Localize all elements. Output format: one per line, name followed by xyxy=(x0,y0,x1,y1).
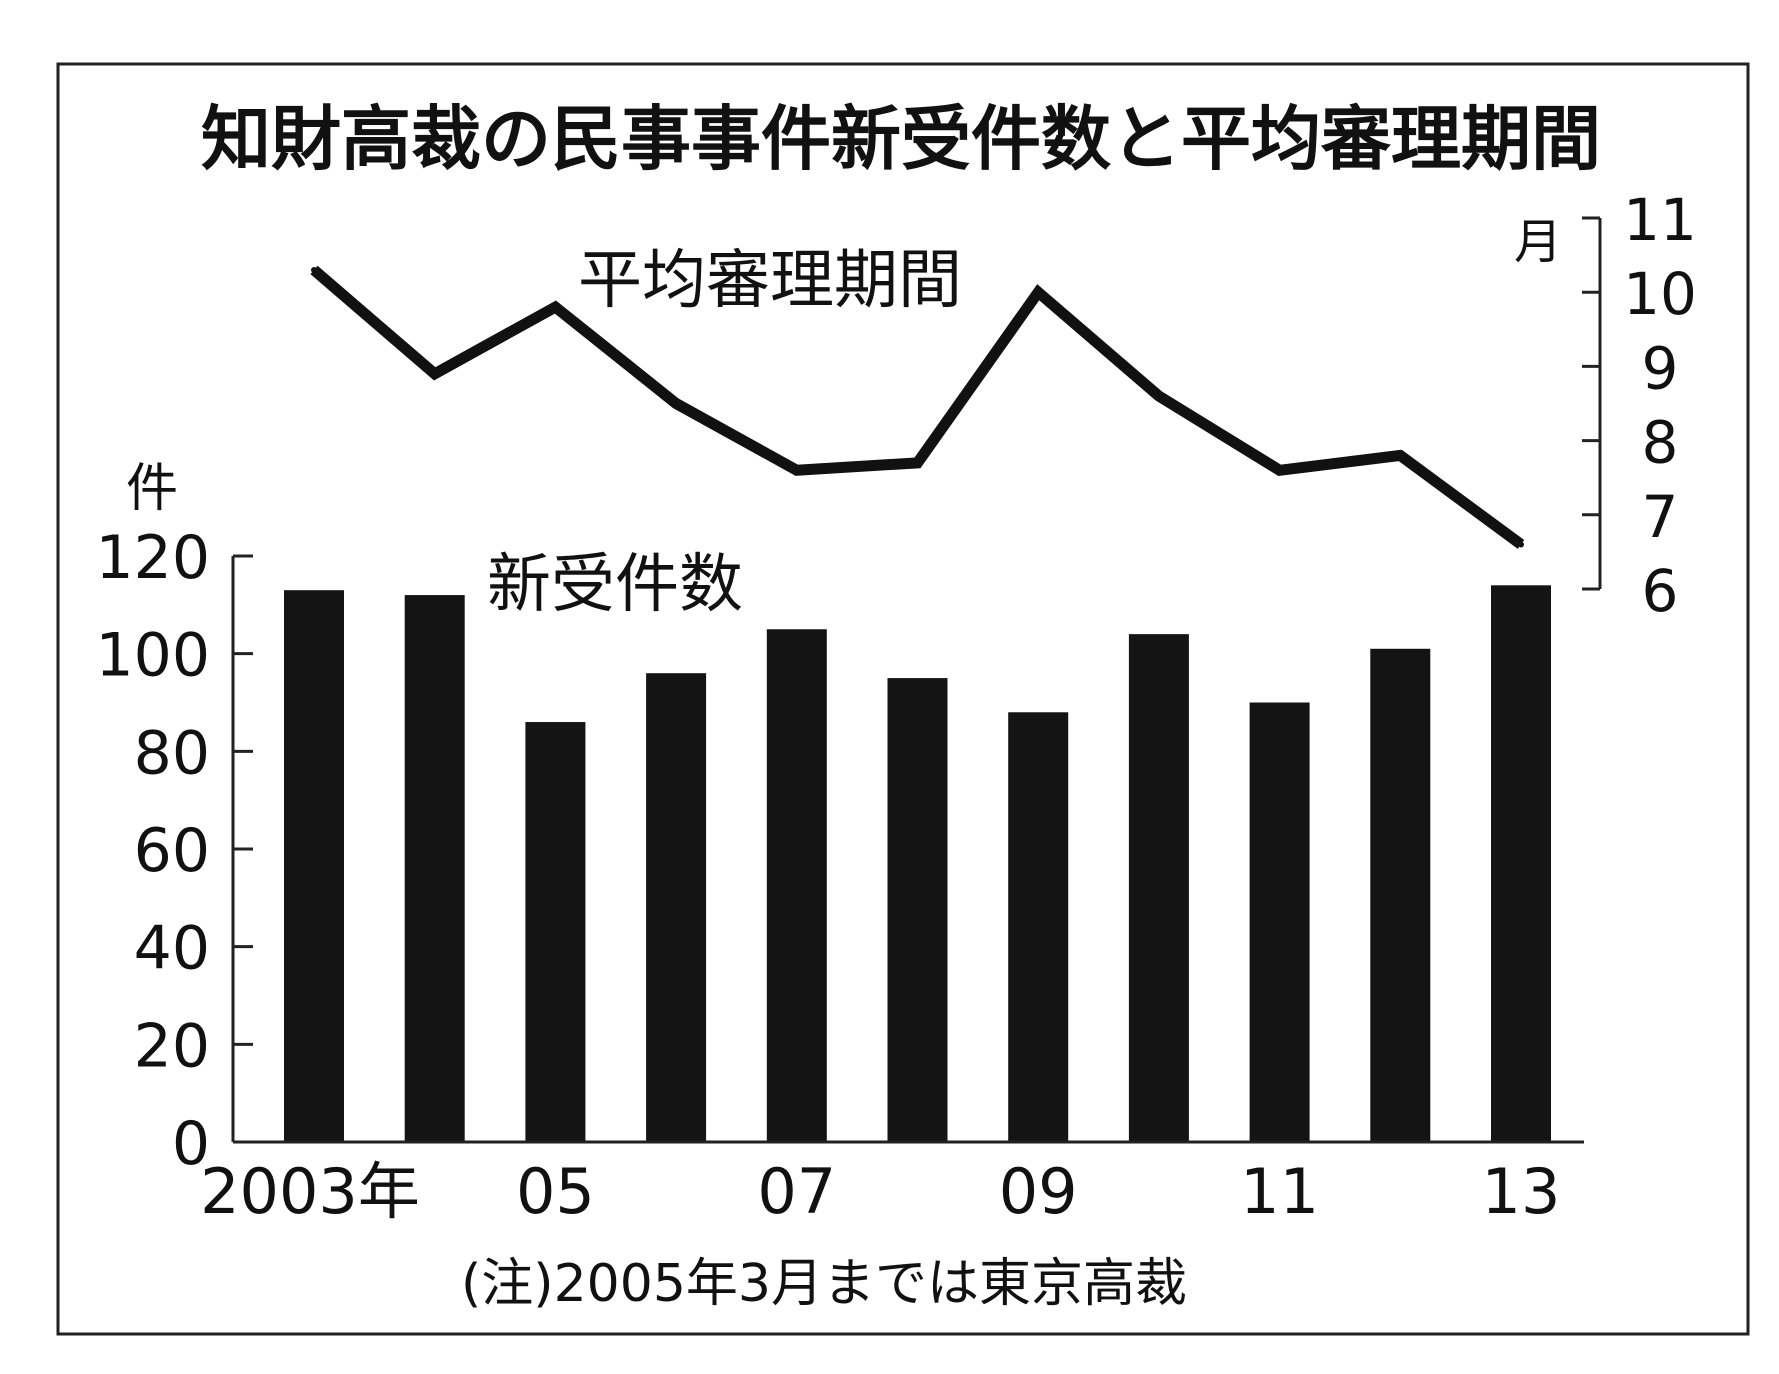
right-axis-tick-label: 7 xyxy=(1642,483,1679,551)
bar-series-label: 新受件数 xyxy=(487,548,743,622)
line-point xyxy=(431,370,438,377)
line-point xyxy=(552,304,559,311)
chart-title: 知財高裁の民事事件新受件数と平均審理期間 xyxy=(201,98,1601,180)
bar xyxy=(1370,648,1431,1142)
x-axis-tick-label: 13 xyxy=(1482,1155,1561,1228)
line-point xyxy=(1518,541,1524,548)
right-axis-tick-label: 6 xyxy=(1642,557,1679,625)
line-series-group xyxy=(310,265,1525,549)
left-axis: 0 20 40 60 80 100 120 xyxy=(95,523,253,1179)
left-axis-unit-label: 件 xyxy=(126,459,178,519)
x-axis-tick-label: 2003年 xyxy=(200,1155,420,1228)
chart-frame xyxy=(56,62,1750,1336)
x-axis-tick-label: 11 xyxy=(1240,1155,1319,1228)
left-axis-tick-label: 40 xyxy=(134,914,210,984)
bar xyxy=(1008,712,1069,1142)
left-axis-tick-label: 100 xyxy=(95,621,210,691)
right-axis-tick-label: 10 xyxy=(1623,260,1697,328)
bar xyxy=(887,678,948,1142)
left-axis-tick-label: 20 xyxy=(134,1011,210,1081)
line-point xyxy=(311,266,317,273)
line-point xyxy=(793,467,800,474)
line-point xyxy=(673,400,680,407)
bar xyxy=(1491,585,1551,1142)
bar xyxy=(404,595,465,1142)
x-axis-tick-label: 05 xyxy=(516,1155,595,1228)
left-axis-tick-label: 80 xyxy=(134,718,210,788)
bar xyxy=(646,673,707,1142)
right-axis-tick-label: 8 xyxy=(1642,409,1679,477)
bar xyxy=(766,629,827,1142)
bar xyxy=(1128,634,1189,1142)
bar xyxy=(284,590,344,1142)
x-axis: 2003年 05 07 09 11 13 xyxy=(200,1140,1584,1228)
line-point xyxy=(914,459,921,466)
x-axis-tick-label: 09 xyxy=(999,1155,1078,1228)
line-series-label: 平均審理期間 xyxy=(578,244,962,318)
chart-note: (注)2005年3月までは東京高裁 xyxy=(461,1254,1187,1314)
line-point xyxy=(1035,289,1042,296)
left-axis-tick-label: 60 xyxy=(134,816,210,886)
left-axis-tick-label: 0 xyxy=(172,1109,210,1179)
left-axis-tick-label: 120 xyxy=(95,523,210,593)
right-axis-unit-label: 月 xyxy=(1514,214,1562,270)
line-point xyxy=(1276,467,1283,474)
bar-series xyxy=(284,585,1551,1142)
right-axis-tick-label: 11 xyxy=(1623,186,1697,254)
line-point xyxy=(1397,452,1404,459)
line-point xyxy=(1155,393,1162,400)
right-axis-tick-label: 9 xyxy=(1642,334,1679,402)
bar xyxy=(525,722,586,1142)
bar xyxy=(1249,702,1310,1142)
x-axis-tick-label: 07 xyxy=(757,1155,836,1228)
